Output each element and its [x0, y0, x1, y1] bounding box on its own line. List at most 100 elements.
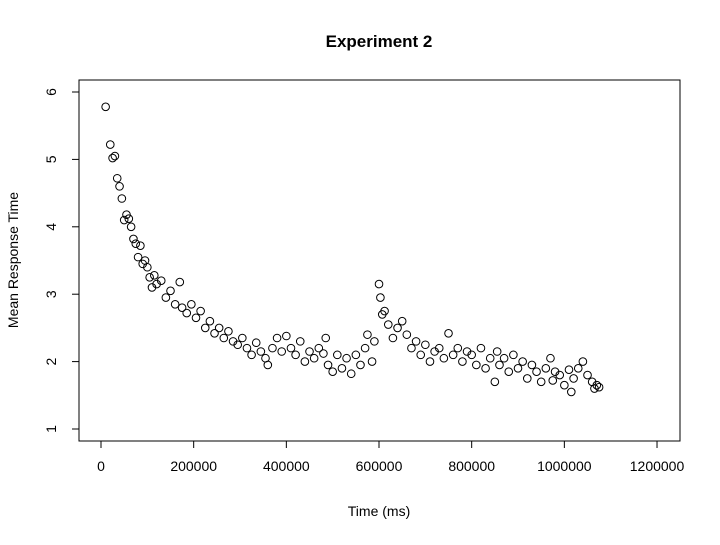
point: [161, 293, 171, 302]
point: [108, 153, 117, 163]
point: [397, 316, 407, 326]
point: [407, 343, 416, 353]
point: [247, 350, 256, 360]
point: [117, 194, 127, 203]
point: [149, 271, 159, 280]
point: [374, 279, 384, 289]
point: [133, 252, 143, 262]
point: [560, 380, 569, 390]
point: [277, 347, 287, 356]
point: [439, 353, 449, 363]
point: [263, 360, 273, 370]
point: [143, 262, 152, 272]
x-tick-label: 800000: [448, 458, 495, 474]
y-tick-label: 6: [43, 88, 59, 96]
point: [504, 367, 514, 377]
plot-frame: [78, 79, 681, 442]
point: [170, 300, 180, 309]
point: [238, 333, 247, 343]
x-tick-label: 0: [97, 458, 105, 474]
point: [196, 306, 205, 316]
point: [444, 328, 453, 338]
point: [513, 364, 523, 373]
point: [370, 337, 379, 346]
point: [187, 300, 196, 309]
point: [569, 374, 578, 383]
point: [485, 353, 495, 363]
point: [573, 364, 583, 373]
y-tick-label: 2: [43, 358, 59, 366]
point: [541, 364, 551, 373]
point: [291, 350, 300, 360]
x-tick-label: 400000: [263, 458, 310, 474]
x-tick-label: 600000: [356, 458, 403, 474]
point: [122, 210, 131, 219]
point: [295, 337, 305, 346]
point: [119, 215, 129, 225]
point: [383, 320, 393, 329]
point: [592, 380, 602, 390]
y-tick-label: 1: [43, 425, 59, 433]
point: [546, 353, 555, 363]
point: [333, 350, 342, 360]
point: [527, 360, 537, 370]
point: [555, 370, 565, 380]
y-axis-label: Mean Response Time: [5, 192, 21, 328]
point: [286, 343, 296, 353]
point: [177, 303, 187, 312]
x-tick-label: 1000000: [537, 458, 592, 474]
point: [346, 369, 356, 379]
point: [522, 374, 532, 383]
point: [145, 273, 154, 282]
point: [594, 382, 604, 392]
point: [205, 316, 215, 326]
point: [210, 328, 219, 338]
point: [224, 326, 233, 336]
y-tick-label: 5: [43, 155, 59, 163]
point: [495, 360, 504, 370]
point: [268, 343, 277, 353]
point: [233, 340, 242, 350]
point: [112, 173, 122, 183]
point: [305, 347, 314, 356]
x-tick-label: 1200000: [630, 458, 685, 474]
point: [453, 343, 463, 353]
point: [532, 367, 541, 377]
point: [376, 293, 385, 302]
point: [481, 364, 490, 373]
point: [388, 333, 398, 343]
y-tick-label: 4: [43, 223, 59, 231]
point: [548, 376, 558, 385]
point: [360, 343, 370, 353]
point: [416, 350, 426, 360]
point: [131, 239, 141, 248]
point: [321, 333, 331, 343]
point: [342, 353, 351, 363]
point: [282, 331, 291, 341]
point: [518, 357, 527, 366]
y-tick-label: 3: [43, 290, 59, 298]
point: [256, 347, 266, 356]
point: [356, 360, 365, 370]
point: [300, 357, 310, 366]
point: [583, 370, 592, 380]
point: [251, 338, 261, 348]
point: [110, 151, 120, 161]
point: [467, 350, 476, 360]
point: [499, 353, 509, 363]
point: [242, 343, 252, 353]
point: [126, 222, 136, 232]
point: [458, 357, 467, 366]
point: [411, 337, 421, 346]
x-axis-label: Time (ms): [348, 503, 410, 519]
point: [564, 365, 574, 374]
point: [115, 182, 124, 191]
point: [136, 241, 145, 250]
point: [175, 277, 185, 287]
point: [380, 306, 389, 316]
point: [363, 330, 372, 339]
point: [367, 357, 377, 366]
point: [425, 357, 435, 366]
point: [323, 360, 333, 370]
